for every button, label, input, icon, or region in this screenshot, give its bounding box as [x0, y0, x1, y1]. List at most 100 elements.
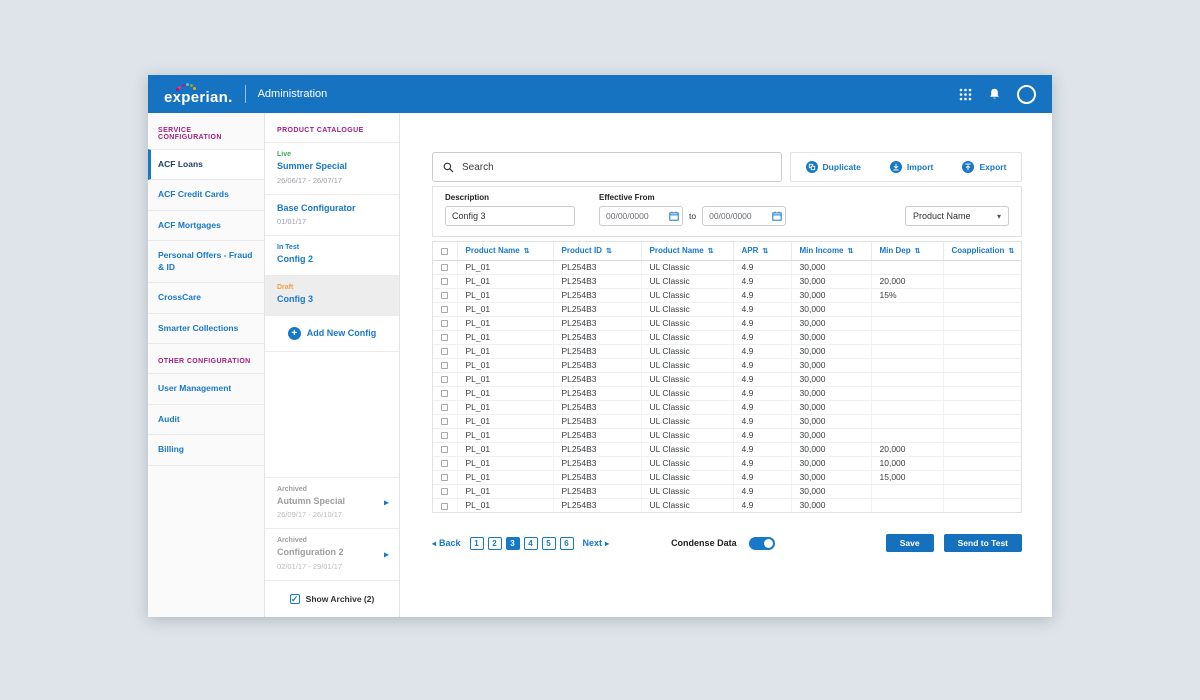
sort-icon: ⇅ — [523, 248, 530, 256]
add-new-config-button[interactable]: + Add New Config — [265, 314, 399, 352]
table-cell: PL254B3 — [553, 456, 642, 471]
notifications-bell-icon[interactable] — [988, 87, 1001, 101]
product-name-select[interactable]: Product Name ▾ — [905, 206, 1009, 226]
row-checkbox[interactable] — [441, 292, 449, 300]
row-checkbox-cell — [433, 330, 458, 345]
table-cell — [943, 288, 1021, 303]
page-button-5[interactable]: 5 — [541, 536, 556, 550]
calendar-icon[interactable] — [669, 211, 679, 221]
row-checkbox[interactable] — [441, 474, 449, 482]
config-item-config-3[interactable]: Draft Config 3 — [265, 275, 399, 315]
column-header-min-income[interactable]: Min Income ⇅ — [791, 242, 872, 261]
table-cell: 4.9 — [733, 386, 792, 401]
description-filter: Description — [445, 193, 575, 226]
row-checkbox[interactable] — [441, 432, 449, 440]
select-all-checkbox[interactable] — [441, 247, 449, 255]
row-checkbox[interactable] — [441, 488, 449, 496]
table-row: PL_01 PL254B3 UL Classic 4.9 30,000 — [433, 316, 1021, 331]
column-header-product-id[interactable]: Product ID ⇅ — [553, 242, 642, 261]
date-from-input[interactable] — [599, 206, 683, 226]
table-cell — [943, 330, 1021, 345]
table-cell: 4.9 — [733, 484, 792, 499]
show-archive-checkbox[interactable]: ✓ Show Archive (2) — [265, 580, 399, 617]
archived-status-label: Archived — [277, 537, 307, 545]
row-checkbox[interactable] — [441, 278, 449, 286]
table-cell — [871, 386, 944, 401]
date-to-input[interactable] — [702, 206, 787, 226]
config-item-summer-special[interactable]: Live Summer Special 26/06/17 - 26/07/17 — [265, 142, 399, 194]
table-row: PL_01 PL254B3 UL Classic 4.9 30,000 10,000 — [433, 456, 1021, 471]
back-button[interactable]: ◂ Back — [432, 538, 461, 548]
page-button-2[interactable]: 2 — [487, 536, 502, 550]
table-cell — [943, 456, 1021, 471]
catalogue-sidebar: PRODUCT CATALOGUE Live Summer Special 26/0… — [265, 113, 400, 617]
row-checkbox[interactable] — [441, 320, 449, 328]
column-header-apr[interactable]: APR ⇅ — [733, 242, 792, 261]
config-item-base-configurator[interactable]: Base Configurator 01/01/17 — [265, 193, 399, 236]
row-checkbox[interactable] — [441, 460, 449, 468]
table-cell: UL Classic — [641, 470, 734, 485]
row-checkbox[interactable] — [441, 264, 449, 272]
save-button[interactable]: Save — [885, 534, 934, 552]
page-button-1[interactable]: 1 — [469, 536, 484, 550]
page-button-3[interactable]: 3 — [505, 536, 520, 550]
table-row: PL_01 PL254B3 UL Classic 4.9 30,000 — [433, 372, 1021, 387]
row-checkbox[interactable] — [441, 418, 449, 426]
search-input[interactable] — [462, 161, 771, 173]
row-checkbox[interactable] — [441, 502, 449, 510]
archived-config-autumn-special[interactable]: Archived Autumn Special 26/09/17 - 26/10/1… — [265, 476, 399, 529]
sidebar-item-personal-offers-fraud-id[interactable]: Personal Offers - Fraud & ID — [148, 241, 264, 284]
table-row: PL_01 PL254B3 UL Classic 4.9 30,000 — [433, 260, 1021, 275]
column-header-product-name[interactable]: Product Name ⇅ — [641, 242, 734, 261]
calendar-icon[interactable] — [772, 211, 782, 221]
avatar[interactable] — [1017, 84, 1036, 104]
table-cell: PL_01 — [457, 330, 554, 345]
column-header-label: Product Name — [465, 246, 520, 256]
sidebar-item-acf-loans[interactable]: ACF Loans — [148, 149, 264, 181]
sort-icon: ⇅ — [1008, 248, 1015, 256]
table-cell — [871, 428, 944, 443]
sidebar-item-billing[interactable]: Billing — [148, 435, 264, 466]
row-checkbox[interactable] — [441, 348, 449, 356]
table-cell: UL Classic — [641, 330, 734, 345]
sort-icon: ⇅ — [762, 248, 769, 256]
table-cell: 30,000 — [791, 428, 872, 443]
row-checkbox-cell — [433, 470, 458, 485]
sidebar-item-user-management[interactable]: User Management — [148, 373, 264, 405]
row-checkbox[interactable] — [441, 306, 449, 314]
import-button[interactable]: Import — [889, 161, 933, 173]
duplicate-button[interactable]: Duplicate — [805, 161, 861, 173]
column-header-min-dep[interactable]: Min Dep ⇅ — [871, 242, 944, 261]
to-label: to — [689, 211, 697, 221]
row-checkbox[interactable] — [441, 334, 449, 342]
page-button-6[interactable]: 6 — [559, 536, 574, 550]
column-header-coapplication[interactable]: Coapplication ⇅ — [943, 242, 1021, 261]
archived-config-configuration-2[interactable]: Archived Configuration 2 02/01/17 - 29/01/… — [265, 528, 399, 580]
table-cell: UL Classic — [641, 428, 734, 443]
description-input[interactable] — [445, 206, 575, 226]
export-button[interactable]: Export — [962, 161, 1006, 173]
row-checkbox[interactable] — [441, 362, 449, 370]
send-to-test-button[interactable]: Send to Test — [943, 534, 1022, 552]
table-cell — [871, 260, 944, 275]
table-cell — [943, 372, 1021, 387]
page-button-4[interactable]: 4 — [523, 536, 538, 550]
next-button[interactable]: Next ▸ — [583, 538, 610, 548]
row-checkbox[interactable] — [441, 404, 449, 412]
table-cell: PL254B3 — [553, 484, 642, 499]
row-checkbox[interactable] — [441, 390, 449, 398]
row-checkbox[interactable] — [441, 376, 449, 384]
sidebar-item-crosscare[interactable]: CrossCare — [148, 283, 264, 314]
config-item-config-2[interactable]: In Test Config 2 — [265, 235, 399, 275]
sidebar-item-audit[interactable]: Audit — [148, 405, 264, 436]
column-header-product-name[interactable]: Product Name ⇅ — [457, 242, 554, 261]
sidebar-item-smarter-collections[interactable]: Smarter Collections — [148, 314, 264, 345]
duplicate-icon — [805, 161, 818, 173]
sidebar-item-acf-mortgages[interactable]: ACF Mortgages — [148, 211, 264, 242]
row-checkbox[interactable] — [441, 446, 449, 454]
condense-data-toggle[interactable] — [748, 536, 775, 550]
table-cell — [871, 498, 944, 512]
apps-grid-icon[interactable] — [959, 88, 972, 101]
sidebar-item-acf-credit-cards[interactable]: ACF Credit Cards — [148, 180, 264, 211]
checkbox-checked-icon[interactable]: ✓ — [289, 594, 300, 604]
